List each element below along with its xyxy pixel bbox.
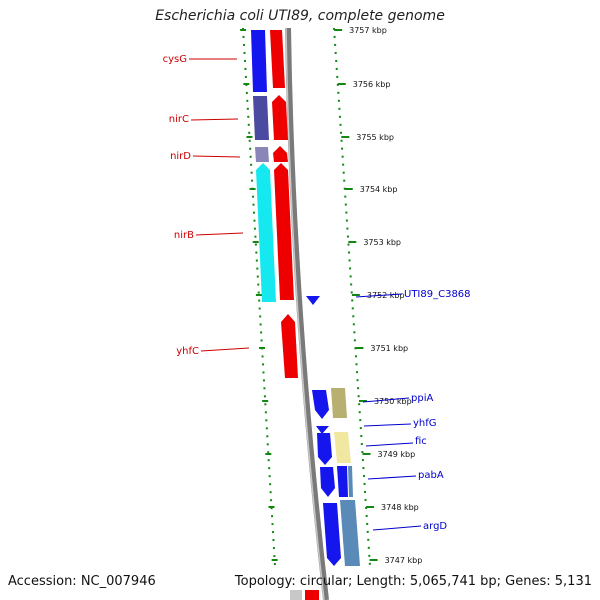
gene-feature-pabA-steel [348, 466, 353, 497]
gene-label-leader [355, 293, 403, 298]
gene-feature-nirB [256, 163, 276, 302]
gene-label-leader [372, 525, 422, 531]
gene-feature-nirB-reverse [274, 163, 294, 300]
gene-feature-yhfG [316, 426, 329, 434]
gene-feature-cysG-reverse [270, 30, 285, 88]
kbp-tick-label: 3751 kbp [370, 344, 408, 353]
gene-feature-ppiA [312, 390, 329, 419]
gene-label-leader [195, 232, 244, 236]
gene-feature-fic [317, 433, 332, 465]
gene-feature-pabA [320, 467, 335, 497]
gene-feature-yhfC [281, 314, 298, 378]
gene-label-nirB: nirB [174, 230, 194, 241]
gene-label-yhfC: yhfC [176, 346, 199, 357]
gene-label-UTI89_C3868: UTI89_C3868 [404, 289, 471, 300]
gene-labels: cysG nirC nirD nirB yhfC UTI89_C3868 ppiA yhfG f… [163, 54, 471, 532]
gene-feature-fic-alt [334, 432, 351, 463]
gene-feature-nirC-reverse [272, 95, 288, 140]
partial-feature-bottom-grey [290, 590, 302, 600]
kbp-tick-label: 3747 kbp [385, 556, 423, 565]
gene-label-leader [192, 155, 241, 158]
gene-feature-argD [323, 503, 341, 566]
kbp-tick-label: 3748 kbp [381, 503, 419, 512]
genome-title: Escherichia coli UTI89, complete genome [155, 8, 445, 24]
gene-label-nirD: nirD [170, 151, 191, 162]
backbone-line [285, 27, 329, 600]
backbone-highlight [285, 27, 325, 600]
kbp-tick-label: 3754 kbp [360, 185, 398, 194]
kbp-tick-label: 3750 kbp [374, 397, 412, 406]
accession-text: Accession: NC_007946 [8, 574, 156, 589]
gene-feature-nirD-reverse [273, 146, 288, 162]
gene-label-fic: fic [415, 436, 427, 447]
gene-label-leader [362, 397, 410, 403]
gene-label-leader [367, 475, 417, 480]
gene-label-yhfG: yhfG [413, 418, 437, 429]
kbp-tick-label: 3757 kbp [349, 26, 387, 35]
kbp-tick-label: 3756 kbp [353, 80, 391, 89]
gene-label-leader [365, 442, 414, 447]
kbp-tick-label: 3755 kbp [356, 133, 394, 142]
gene-feature-nirD [255, 147, 269, 162]
right-dotted-boundary [333, 27, 371, 567]
gene-feature-argD-steel [340, 500, 360, 566]
gene-label-leader [363, 423, 412, 427]
gene-feature-pabA-blue [337, 466, 348, 497]
gene-feature-UTI89_C3868 [306, 296, 320, 305]
left-dotted-boundary [242, 27, 276, 567]
genome-summary-text: Topology: circular; Length: 5,065,741 bp… [234, 574, 592, 589]
gene-label-cysG: cysG [163, 54, 187, 65]
gene-feature-cysG [251, 30, 267, 92]
gene-feature-nirC [253, 96, 269, 140]
gene-label-nirC: nirC [169, 114, 189, 125]
gene-label-ppiA: ppiA [411, 393, 433, 404]
kbp-tick-label: 3749 kbp [378, 450, 416, 459]
gene-feature-ppiA-alt [331, 388, 347, 418]
gene-label-leader [190, 118, 239, 121]
kbp-tick-label: 3753 kbp [363, 238, 401, 247]
partial-feature-bottom-red [305, 590, 319, 600]
gene-label-argD: argD [423, 521, 447, 532]
kbp-ticks: 3757 kbp 3756 kbp 3755 kbp 3754 kbp 3753 kbp… [240, 26, 422, 565]
gene-features [251, 30, 360, 600]
gene-label-leader [200, 347, 250, 352]
gene-label-pabA: pabA [418, 470, 444, 481]
